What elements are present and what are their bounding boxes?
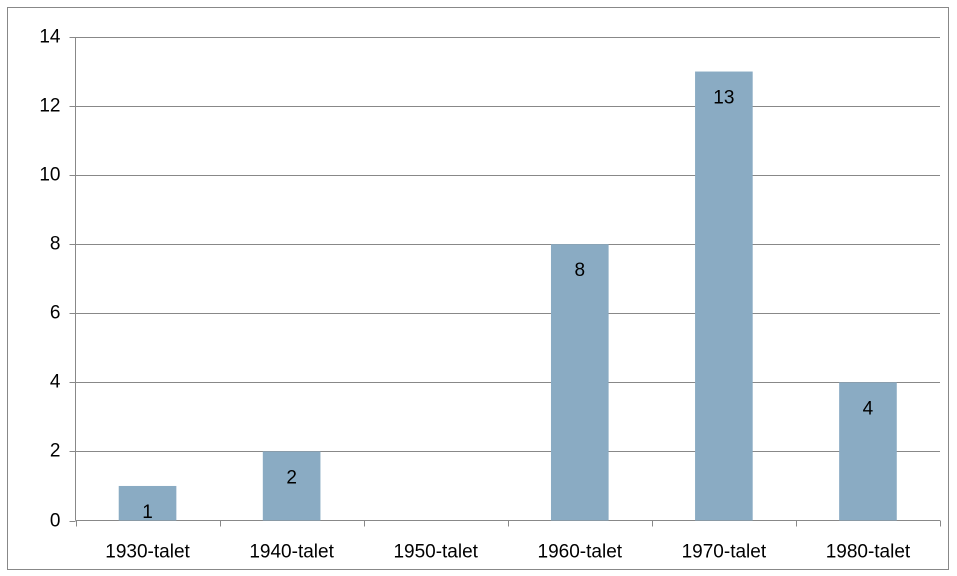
x-tick-label: 1980-talet [826, 542, 911, 563]
y-tick-label: 4 [50, 372, 61, 393]
x-tick-label: 1970-talet [682, 542, 767, 563]
y-tick-label: 12 [39, 96, 60, 117]
x-tick-label: 1940-talet [249, 542, 334, 563]
y-tick-label: 6 [50, 303, 61, 324]
x-tick-label: 1930-talet [105, 542, 190, 563]
y-tick-label: 10 [39, 165, 60, 186]
y-tick-label: 2 [50, 441, 61, 462]
bar [839, 382, 897, 521]
data-label: 1 [142, 502, 153, 523]
data-label: 8 [575, 260, 586, 281]
y-tick-label: 0 [50, 511, 61, 532]
data-label: 13 [713, 88, 734, 109]
bar [262, 451, 321, 521]
bar [695, 71, 753, 521]
y-tick-label: 14 [39, 27, 61, 48]
data-label: 2 [286, 467, 297, 488]
x-tick-label: 1950-talet [393, 542, 478, 563]
y-tick-label: 8 [50, 234, 61, 255]
bar [118, 485, 177, 521]
x-tick-label: 1960-talet [538, 542, 623, 563]
chart-frame [7, 7, 949, 570]
bar [550, 244, 609, 521]
data-label: 4 [863, 398, 874, 419]
